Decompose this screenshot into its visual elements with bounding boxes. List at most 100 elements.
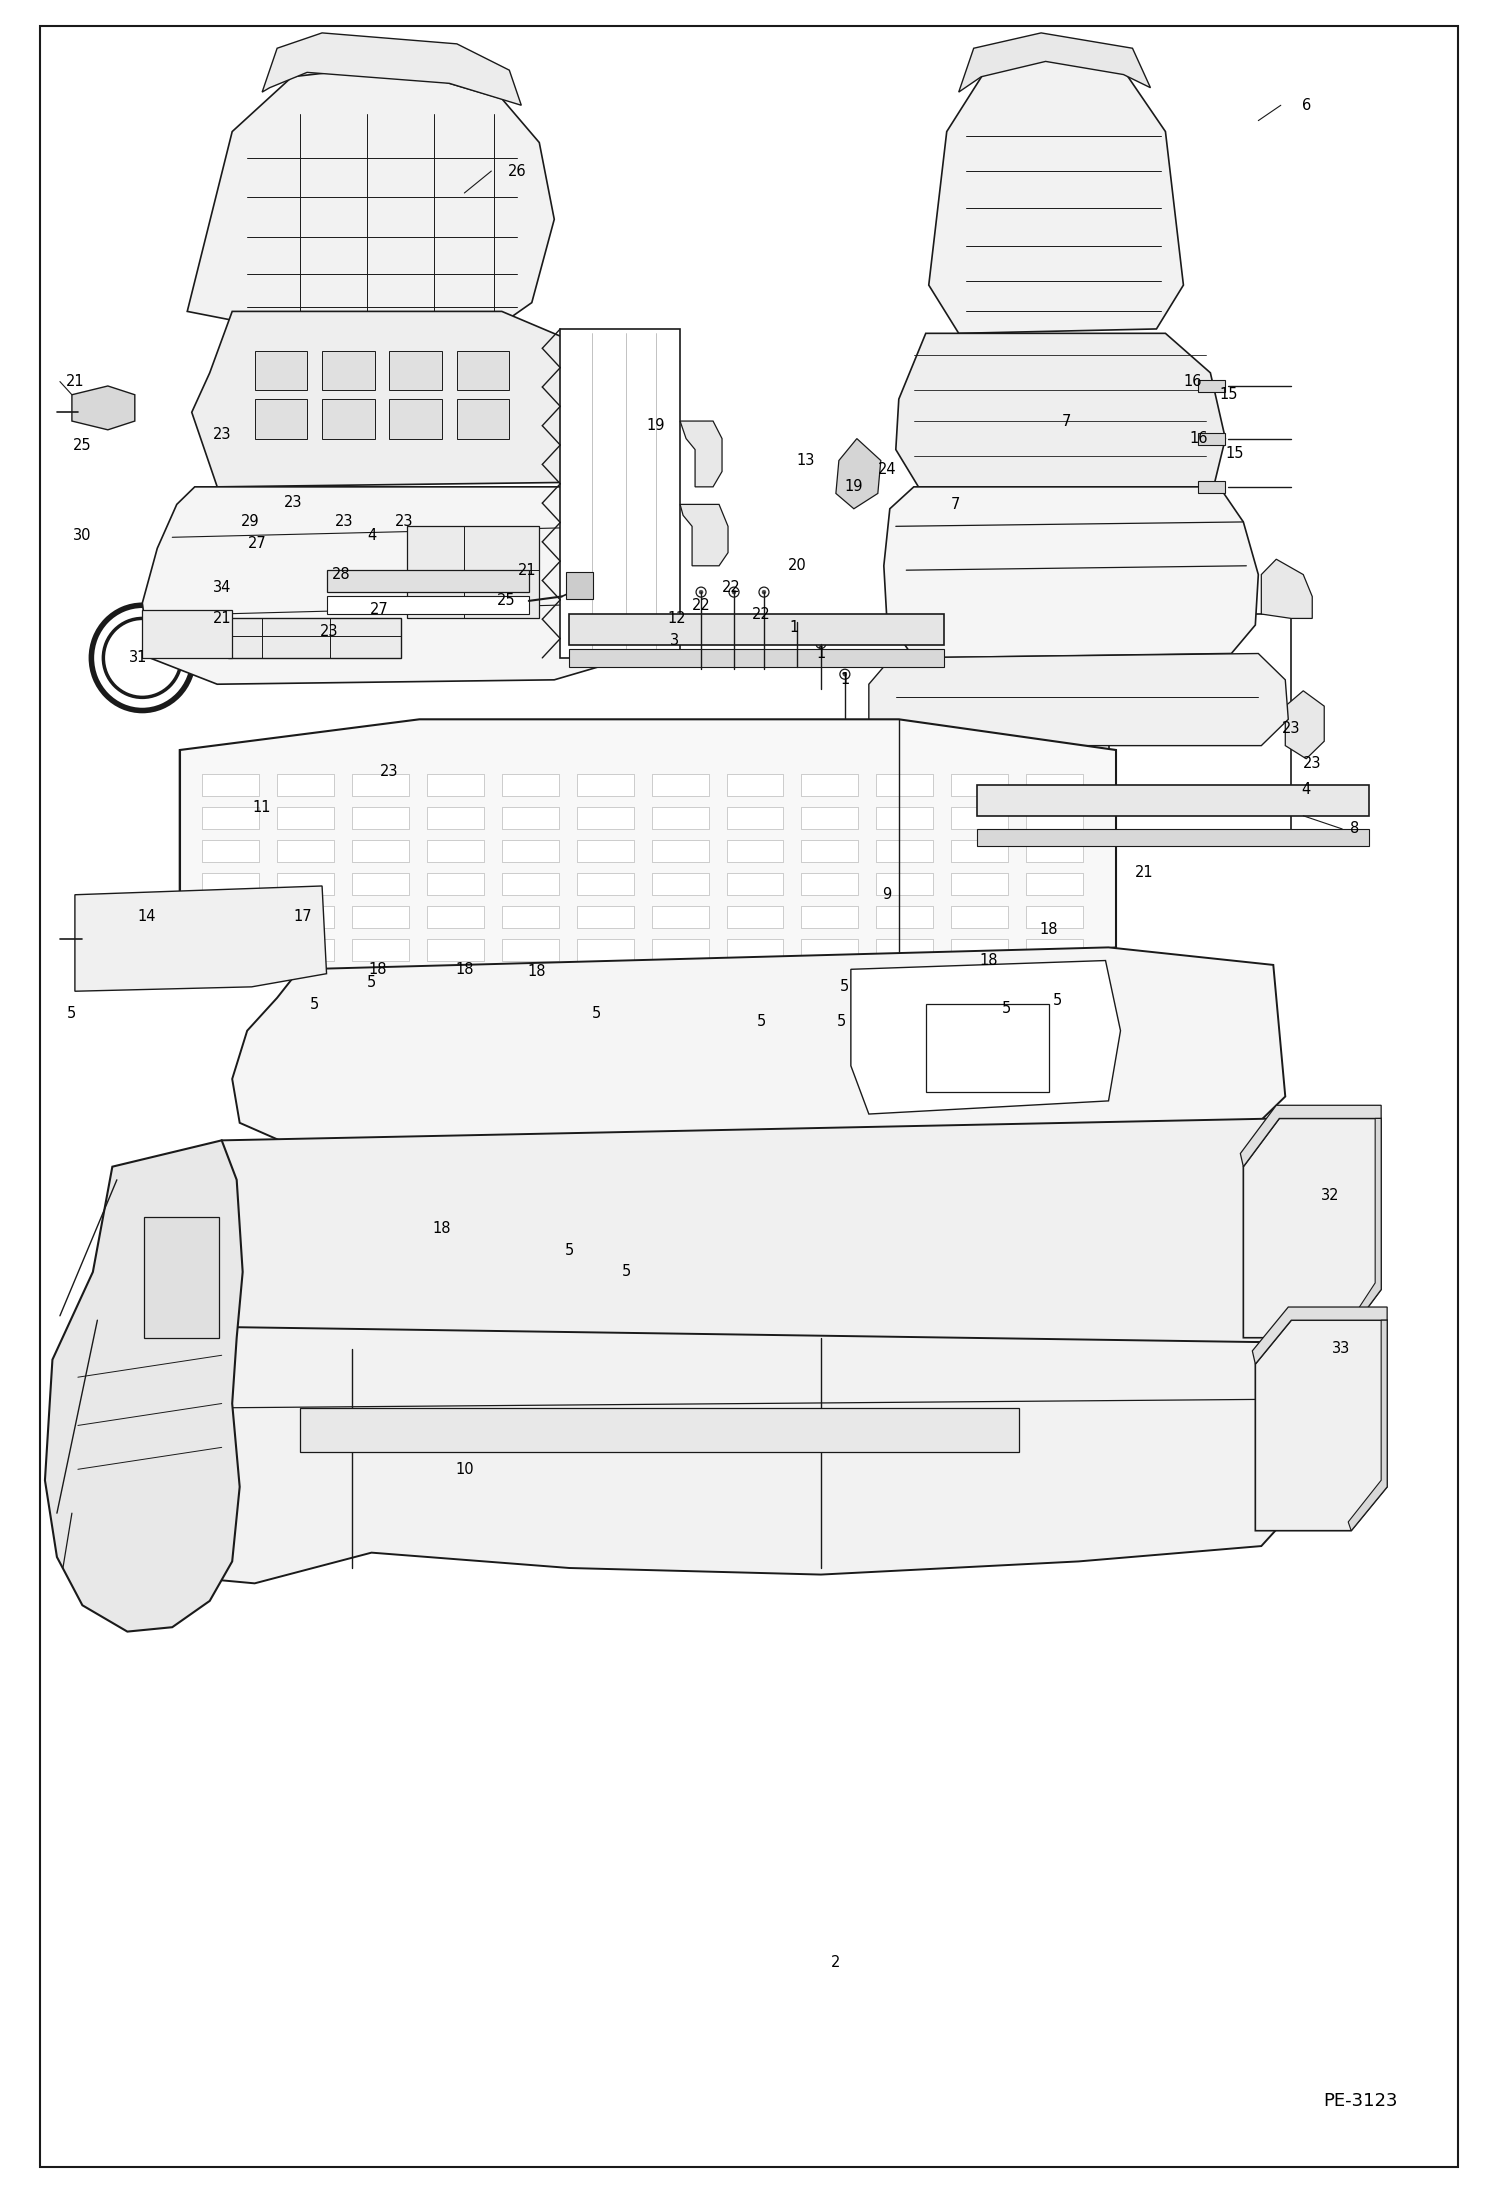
Bar bbox=[202, 906, 259, 928]
Polygon shape bbox=[180, 719, 1116, 974]
Text: 23: 23 bbox=[1303, 757, 1321, 770]
Circle shape bbox=[105, 1498, 189, 1581]
Text: 18: 18 bbox=[980, 954, 998, 967]
Polygon shape bbox=[389, 399, 442, 439]
Bar bbox=[1026, 774, 1083, 796]
Polygon shape bbox=[929, 55, 1183, 333]
Bar bbox=[1198, 379, 1225, 393]
Bar bbox=[876, 873, 933, 895]
Circle shape bbox=[700, 590, 703, 594]
Circle shape bbox=[321, 542, 324, 546]
Bar bbox=[427, 906, 484, 928]
Bar bbox=[566, 572, 593, 599]
Polygon shape bbox=[407, 526, 539, 618]
Text: 18: 18 bbox=[455, 963, 473, 976]
Text: 6: 6 bbox=[1302, 99, 1311, 112]
Text: 12: 12 bbox=[668, 612, 686, 625]
Polygon shape bbox=[457, 399, 509, 439]
Bar bbox=[577, 840, 634, 862]
Text: 22: 22 bbox=[752, 607, 770, 621]
Bar bbox=[277, 774, 334, 796]
Polygon shape bbox=[1240, 1105, 1381, 1167]
Bar bbox=[577, 807, 634, 829]
Bar bbox=[144, 1217, 219, 1338]
Text: 17: 17 bbox=[294, 910, 312, 923]
Text: 31: 31 bbox=[129, 651, 147, 664]
Circle shape bbox=[463, 1011, 466, 1015]
Bar bbox=[1026, 906, 1083, 928]
Bar bbox=[951, 807, 1008, 829]
Polygon shape bbox=[322, 399, 374, 439]
Text: 30: 30 bbox=[73, 529, 91, 542]
Polygon shape bbox=[172, 1327, 1296, 1583]
Polygon shape bbox=[884, 487, 1258, 658]
Bar bbox=[577, 873, 634, 895]
Bar bbox=[427, 873, 484, 895]
Text: 18: 18 bbox=[433, 1222, 451, 1235]
Bar bbox=[652, 873, 709, 895]
Bar bbox=[977, 785, 1369, 816]
Bar bbox=[502, 939, 559, 961]
Text: 15: 15 bbox=[1225, 447, 1243, 461]
Circle shape bbox=[819, 643, 822, 645]
Bar bbox=[352, 906, 409, 928]
Text: 10: 10 bbox=[455, 1463, 473, 1476]
Bar bbox=[727, 939, 783, 961]
Polygon shape bbox=[207, 1118, 1336, 1355]
Text: 23: 23 bbox=[285, 496, 303, 509]
Circle shape bbox=[318, 1009, 327, 1018]
Bar bbox=[1198, 480, 1225, 493]
Circle shape bbox=[595, 1020, 598, 1024]
Polygon shape bbox=[836, 439, 881, 509]
Bar bbox=[951, 840, 1008, 862]
Text: 21: 21 bbox=[66, 375, 84, 388]
Bar bbox=[352, 873, 409, 895]
Text: 7: 7 bbox=[1062, 414, 1071, 428]
Polygon shape bbox=[322, 351, 374, 390]
Text: 23: 23 bbox=[395, 515, 413, 529]
Text: 2: 2 bbox=[831, 1956, 840, 1969]
Bar bbox=[277, 840, 334, 862]
Circle shape bbox=[475, 548, 484, 557]
Circle shape bbox=[392, 548, 401, 557]
Text: 5: 5 bbox=[837, 1015, 846, 1029]
Circle shape bbox=[75, 410, 81, 414]
Bar bbox=[876, 840, 933, 862]
Circle shape bbox=[367, 1066, 376, 1075]
Polygon shape bbox=[45, 1140, 243, 1632]
Text: 1: 1 bbox=[816, 647, 825, 660]
Bar bbox=[502, 774, 559, 796]
Circle shape bbox=[840, 1029, 843, 1033]
Bar bbox=[502, 906, 559, 928]
Text: 26: 26 bbox=[508, 164, 526, 178]
Bar bbox=[1026, 939, 1083, 961]
Text: 7: 7 bbox=[951, 498, 960, 511]
Polygon shape bbox=[262, 33, 521, 105]
Bar bbox=[277, 807, 334, 829]
Circle shape bbox=[1284, 770, 1287, 774]
Text: 29: 29 bbox=[241, 515, 259, 529]
Text: 19: 19 bbox=[845, 480, 863, 493]
Text: 23: 23 bbox=[213, 428, 231, 441]
Circle shape bbox=[1005, 1011, 1008, 1015]
Text: 28: 28 bbox=[333, 568, 351, 581]
Bar bbox=[1026, 840, 1083, 862]
Bar bbox=[327, 570, 529, 592]
Text: 5: 5 bbox=[1002, 1002, 1011, 1015]
Bar bbox=[652, 840, 709, 862]
Circle shape bbox=[759, 588, 768, 596]
Text: 5: 5 bbox=[622, 1265, 631, 1279]
Text: 4: 4 bbox=[1302, 783, 1311, 796]
Bar bbox=[727, 774, 783, 796]
Circle shape bbox=[370, 1068, 373, 1072]
Bar bbox=[876, 939, 933, 961]
Bar bbox=[652, 774, 709, 796]
Bar bbox=[801, 840, 858, 862]
Text: 5: 5 bbox=[1053, 993, 1062, 1007]
Text: 16: 16 bbox=[1189, 432, 1207, 445]
Text: 8: 8 bbox=[1350, 822, 1359, 836]
Text: 24: 24 bbox=[878, 463, 896, 476]
Circle shape bbox=[1002, 1009, 1011, 1018]
Polygon shape bbox=[896, 333, 1225, 509]
Text: 21: 21 bbox=[213, 612, 231, 625]
